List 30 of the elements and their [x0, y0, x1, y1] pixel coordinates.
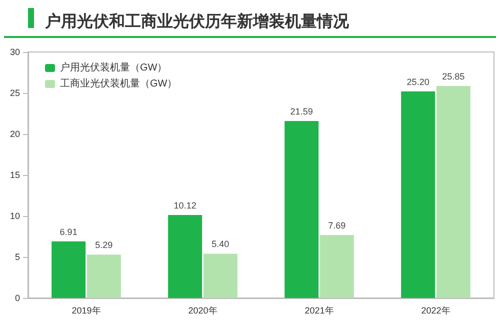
legend-label: 户用光伏装机量（GW） [60, 62, 168, 74]
legend-label: 工商业光伏装机量（GW） [60, 78, 178, 90]
data-label: 25.20 [406, 76, 430, 87]
data-label: 6.91 [60, 226, 78, 237]
y-tick-label: 10 [10, 211, 20, 221]
bar [436, 86, 470, 298]
chart-title: 户用光伏和工商业光伏历年新增装机量情况 [44, 12, 350, 30]
data-label: 7.69 [328, 220, 346, 230]
bar [86, 254, 121, 298]
data-label: 5.40 [212, 239, 230, 250]
y-tick-label: 30 [10, 47, 20, 57]
x-tick-label: 2022年 [421, 306, 450, 316]
y-tick-label: 25 [10, 88, 20, 98]
x-tick-label: 2020年 [188, 306, 218, 316]
y-tick-label: 20 [10, 129, 20, 139]
data-label: 10.12 [174, 200, 196, 211]
data-label: 21.59 [290, 106, 313, 116]
y-tick-label: 5 [14, 252, 20, 262]
x-tick-label: 2019年 [72, 306, 101, 316]
bar [168, 215, 202, 298]
y-tick-label: 15 [10, 170, 20, 180]
bar [401, 91, 436, 298]
x-tick-label: 2021年 [304, 306, 334, 316]
bar [284, 120, 319, 298]
bar [52, 241, 86, 298]
y-tick-label: 0 [14, 293, 20, 303]
data-label: 25.85 [442, 72, 465, 82]
bar [320, 234, 354, 298]
bar [203, 254, 238, 298]
data-label: 5.29 [95, 240, 113, 250]
